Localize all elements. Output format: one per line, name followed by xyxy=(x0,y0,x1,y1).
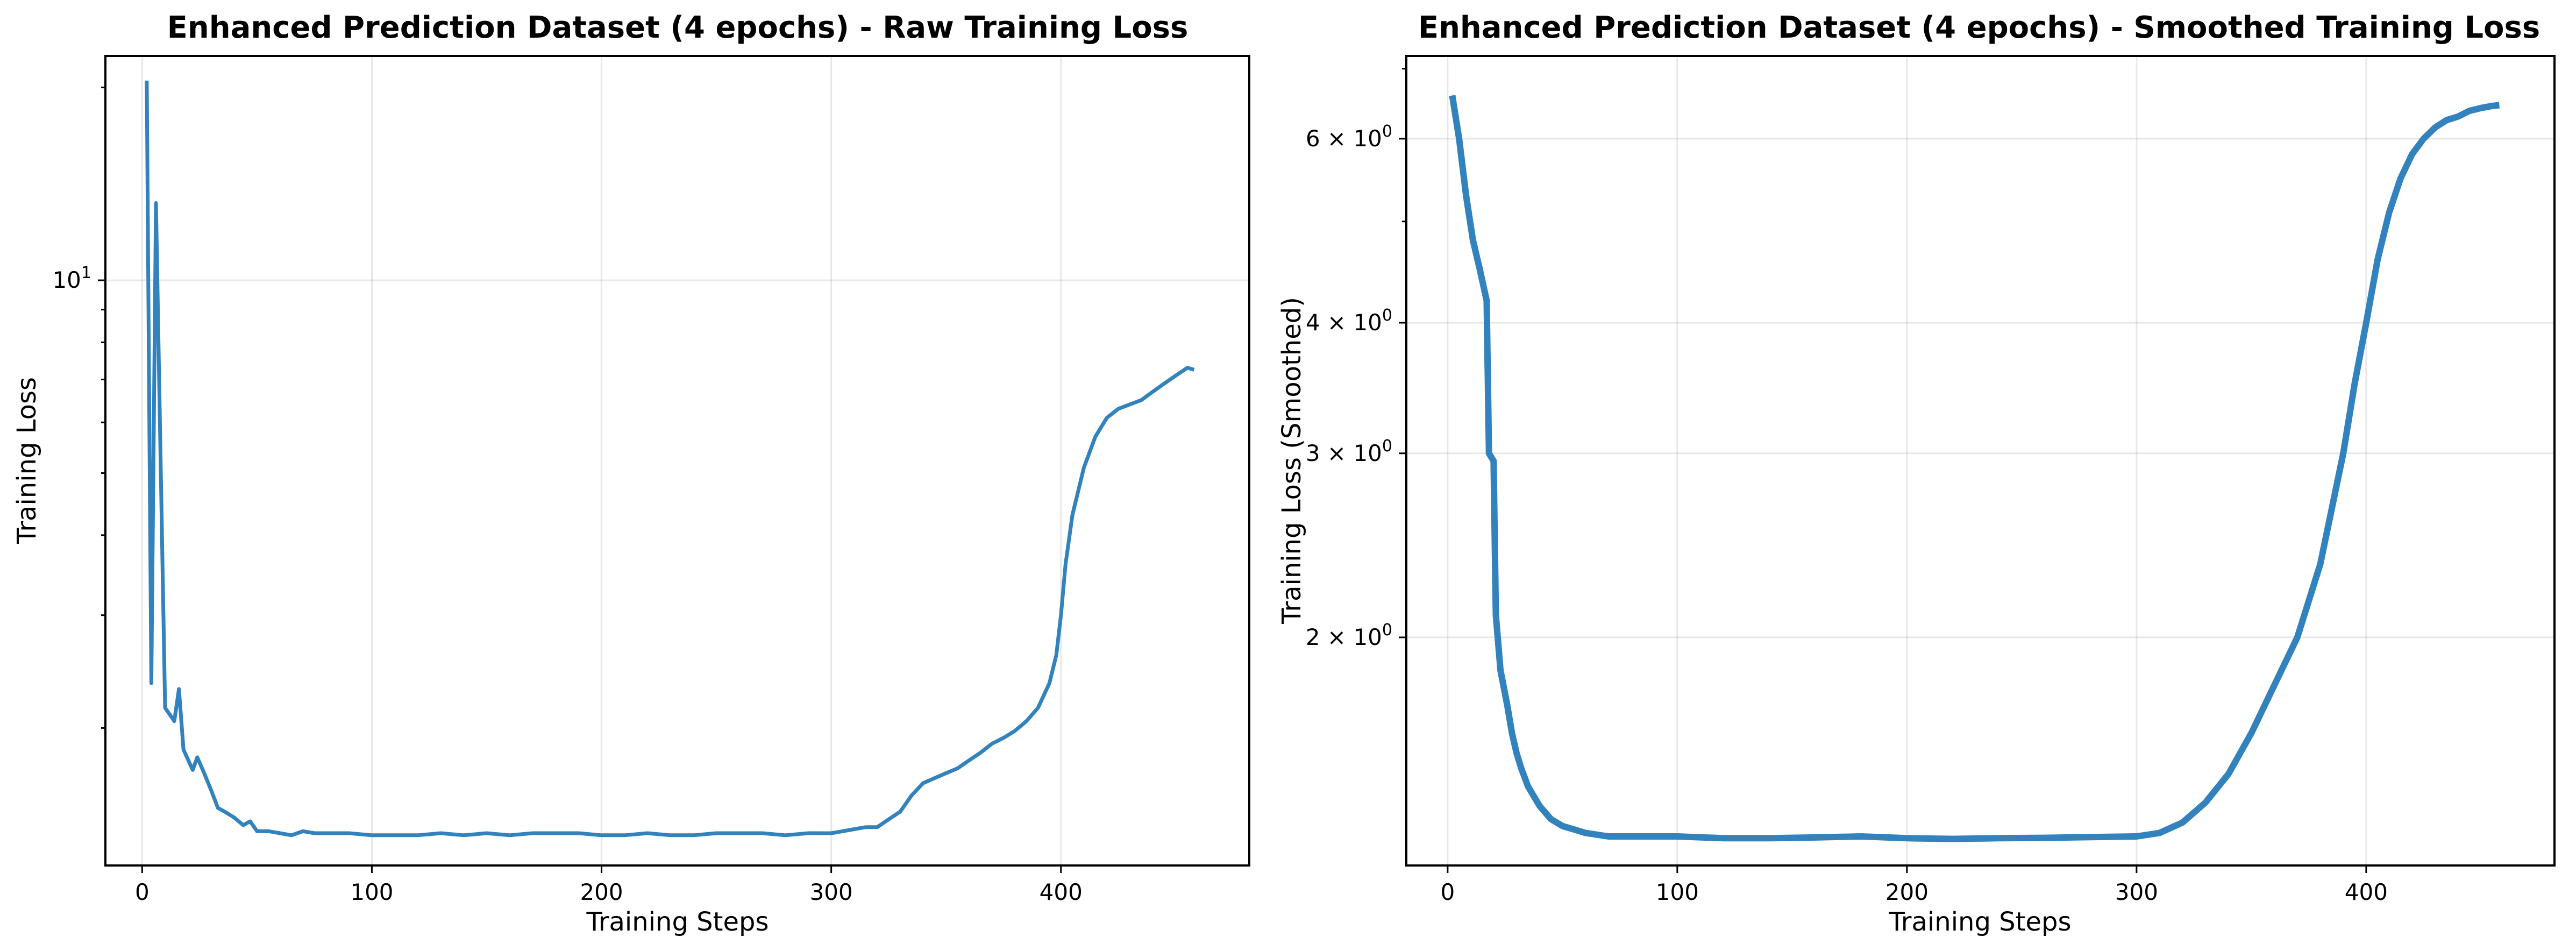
y-axis-label: Training Loss (Smoothed) xyxy=(1277,297,1307,624)
smoothed-loss-chart: Enhanced Prediction Dataset (4 epochs) -… xyxy=(1277,10,2556,937)
x-axis-label: Training Steps xyxy=(586,907,769,937)
x-tick-label: 300 xyxy=(810,879,853,905)
x-tick-label: 300 xyxy=(2115,879,2158,905)
y-axis-ticks: 6 × 100 4 × 100 3 × 100 2 × 100 xyxy=(1306,68,1406,650)
chart-title: Enhanced Prediction Dataset (4 epochs) -… xyxy=(167,10,1189,45)
y-axis-label: Training Loss xyxy=(12,377,42,544)
x-tick-label: 100 xyxy=(350,879,393,905)
x-tick-label: 400 xyxy=(1040,879,1083,905)
y-tick-label: 6 × 100 xyxy=(1306,122,1392,152)
smoothed-loss-line xyxy=(1449,95,2500,842)
raw-loss-chart: Enhanced Prediction Dataset (4 epochs) -… xyxy=(12,10,1250,937)
x-axis-ticks: 0 100 200 300 400 xyxy=(1440,865,2388,905)
x-tick-label: 100 xyxy=(1656,879,1699,905)
x-axis-ticks: 0 100 200 300 400 xyxy=(135,865,1083,905)
y-tick-label: 4 × 100 xyxy=(1306,306,1392,336)
plot-frame xyxy=(1405,55,2556,867)
x-tick-label: 0 xyxy=(135,879,150,905)
x-tick-label: 200 xyxy=(580,879,623,905)
grid xyxy=(105,56,1249,865)
y-tick-label: 101 xyxy=(52,264,91,293)
y-tick-label: 3 × 100 xyxy=(1306,437,1392,466)
x-axis-label: Training Steps xyxy=(1889,907,2072,937)
raw-loss-line xyxy=(145,80,1195,838)
x-tick-label: 0 xyxy=(1440,879,1455,905)
x-tick-label: 400 xyxy=(2345,879,2388,905)
plot-frame xyxy=(104,55,1250,867)
chart-title: Enhanced Prediction Dataset (4 epochs) -… xyxy=(1418,10,2540,45)
y-axis-ticks: 101 xyxy=(52,87,105,729)
grid xyxy=(1406,56,2554,865)
x-tick-label: 200 xyxy=(1885,879,1929,905)
y-tick-label: 2 × 100 xyxy=(1306,621,1392,650)
